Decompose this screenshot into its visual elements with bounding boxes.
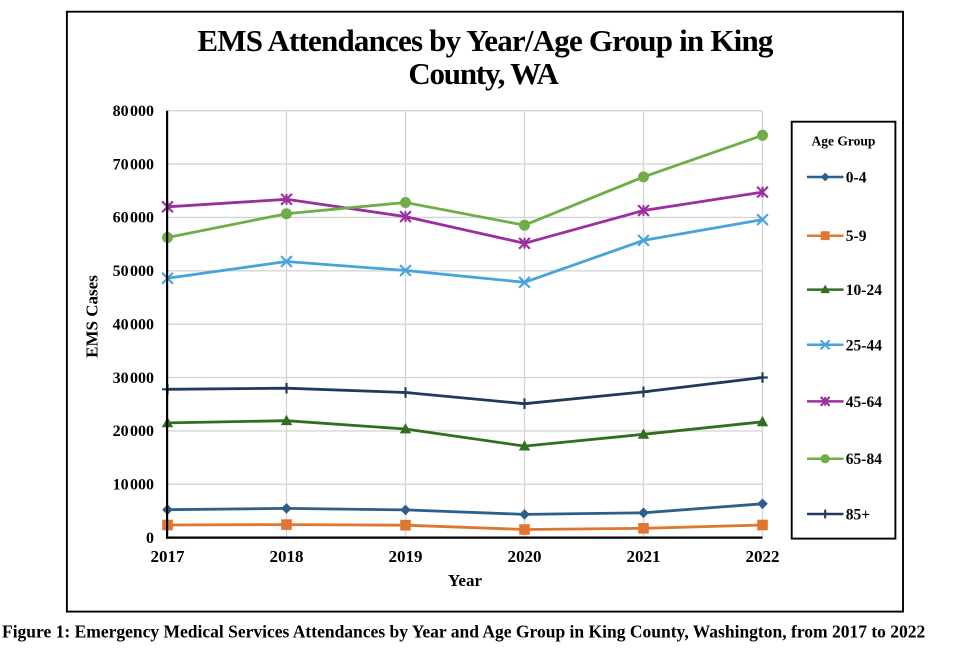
svg-text:5-9: 5-9	[846, 228, 867, 245]
svg-text:2022: 2022	[746, 547, 780, 566]
svg-text:Age Group: Age Group	[812, 134, 876, 149]
svg-text:20 000: 20 000	[113, 423, 154, 440]
svg-text:10-24: 10-24	[846, 282, 882, 299]
svg-text:40 000: 40 000	[113, 317, 154, 334]
svg-text:Figure 1: Emergency Medical Se: Figure 1: Emergency Medical Services Att…	[2, 622, 925, 642]
svg-text:70 000: 70 000	[113, 156, 154, 173]
svg-text:2017: 2017	[151, 547, 186, 566]
svg-text:65-84: 65-84	[846, 451, 882, 468]
svg-text:10 000: 10 000	[113, 477, 154, 494]
svg-text:25-44: 25-44	[846, 337, 882, 354]
svg-text:County, WA: County, WA	[408, 56, 559, 91]
svg-text:45-64: 45-64	[846, 394, 882, 411]
svg-text:2018: 2018	[270, 547, 304, 566]
svg-text:80 000: 80 000	[113, 103, 154, 120]
svg-text:Year: Year	[448, 571, 482, 590]
svg-text:2019: 2019	[389, 547, 423, 566]
svg-text:50 000: 50 000	[113, 263, 154, 280]
svg-text:2020: 2020	[508, 547, 542, 566]
svg-text:0: 0	[146, 530, 154, 547]
svg-text:85+: 85+	[846, 507, 871, 524]
svg-text:2021: 2021	[627, 547, 661, 566]
svg-text:30 000: 30 000	[113, 370, 154, 387]
svg-text:0-4: 0-4	[846, 170, 867, 187]
svg-text:60 000: 60 000	[113, 210, 154, 227]
svg-text:EMS Attendances by Year/Age Gr: EMS Attendances by Year/Age Group in Kin…	[197, 23, 773, 58]
svg-text:EMS Cases: EMS Cases	[83, 275, 102, 358]
